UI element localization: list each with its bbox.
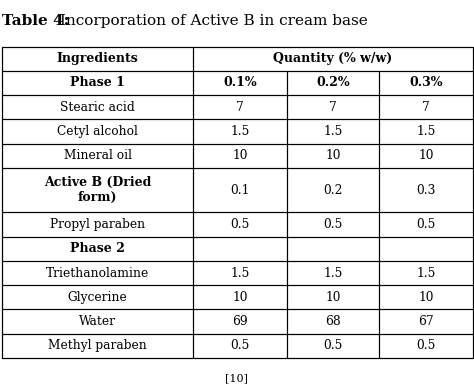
Bar bbox=[2, 71, 193, 95]
Bar bbox=[193, 285, 287, 310]
Text: 0.3: 0.3 bbox=[416, 184, 436, 197]
Text: Triethanolamine: Triethanolamine bbox=[46, 267, 149, 280]
Text: 7: 7 bbox=[329, 100, 337, 114]
Text: 69: 69 bbox=[232, 315, 248, 328]
Text: [10]: [10] bbox=[226, 373, 248, 383]
Text: Incorporation of Active B in cream base: Incorporation of Active B in cream base bbox=[55, 14, 367, 28]
Text: 10: 10 bbox=[325, 291, 341, 304]
Bar bbox=[193, 168, 287, 213]
Text: 1.5: 1.5 bbox=[323, 125, 343, 138]
Bar bbox=[2, 285, 193, 310]
Bar bbox=[379, 120, 473, 144]
Bar bbox=[2, 144, 193, 168]
Text: Active B (Dried
form): Active B (Dried form) bbox=[44, 176, 151, 204]
Text: 10: 10 bbox=[232, 291, 248, 304]
Bar bbox=[379, 71, 473, 95]
Bar bbox=[193, 144, 287, 168]
Bar bbox=[2, 47, 473, 358]
Bar bbox=[193, 237, 287, 261]
Bar bbox=[287, 237, 379, 261]
Text: Stearic acid: Stearic acid bbox=[60, 100, 135, 114]
Text: 10: 10 bbox=[418, 149, 434, 162]
Bar bbox=[379, 168, 473, 213]
Bar bbox=[193, 120, 287, 144]
Bar bbox=[193, 310, 287, 334]
Text: Ingredients: Ingredients bbox=[57, 52, 138, 65]
Text: Mineral oil: Mineral oil bbox=[64, 149, 132, 162]
Text: Propyl paraben: Propyl paraben bbox=[50, 218, 145, 231]
Text: 7: 7 bbox=[236, 100, 244, 114]
Text: 0.5: 0.5 bbox=[416, 339, 436, 352]
Text: 0.5: 0.5 bbox=[323, 218, 343, 231]
Text: 10: 10 bbox=[325, 149, 341, 162]
Bar bbox=[2, 310, 193, 334]
Text: Phase 1: Phase 1 bbox=[70, 76, 125, 90]
Bar bbox=[287, 95, 379, 120]
Bar bbox=[2, 334, 193, 358]
Text: 0.5: 0.5 bbox=[323, 339, 343, 352]
Bar bbox=[379, 237, 473, 261]
Text: 10: 10 bbox=[418, 291, 434, 304]
Text: 1.5: 1.5 bbox=[323, 267, 343, 280]
Bar bbox=[2, 120, 193, 144]
Bar bbox=[193, 95, 287, 120]
Bar bbox=[287, 168, 379, 213]
Bar bbox=[287, 71, 379, 95]
Bar bbox=[379, 95, 473, 120]
Bar bbox=[2, 47, 193, 71]
Bar bbox=[287, 120, 379, 144]
Bar bbox=[287, 213, 379, 237]
Bar bbox=[287, 144, 379, 168]
Bar bbox=[379, 334, 473, 358]
Bar bbox=[379, 144, 473, 168]
Text: 1.5: 1.5 bbox=[416, 267, 436, 280]
Text: Water: Water bbox=[79, 315, 116, 328]
Bar bbox=[2, 95, 193, 120]
Text: 0.5: 0.5 bbox=[416, 218, 436, 231]
Text: 68: 68 bbox=[325, 315, 341, 328]
Text: 0.1%: 0.1% bbox=[223, 76, 257, 90]
Text: 0.3%: 0.3% bbox=[409, 76, 443, 90]
Bar bbox=[2, 168, 193, 213]
Text: Phase 2: Phase 2 bbox=[70, 242, 125, 255]
Text: 0.5: 0.5 bbox=[230, 339, 250, 352]
Text: Quantity (% w/w): Quantity (% w/w) bbox=[273, 52, 392, 65]
Text: 1.5: 1.5 bbox=[230, 125, 250, 138]
Bar bbox=[379, 285, 473, 310]
Text: 1.5: 1.5 bbox=[416, 125, 436, 138]
Text: 0.1: 0.1 bbox=[230, 184, 250, 197]
Bar bbox=[2, 237, 193, 261]
Text: 0.2: 0.2 bbox=[323, 184, 343, 197]
Bar bbox=[193, 261, 287, 285]
Text: Cetyl alcohol: Cetyl alcohol bbox=[57, 125, 138, 138]
Bar bbox=[193, 334, 287, 358]
Text: Table 4:: Table 4: bbox=[2, 14, 70, 28]
Bar bbox=[2, 261, 193, 285]
Bar bbox=[193, 213, 287, 237]
Text: 0.5: 0.5 bbox=[230, 218, 250, 231]
Text: 1.5: 1.5 bbox=[230, 267, 250, 280]
Bar bbox=[2, 213, 193, 237]
Bar bbox=[287, 285, 379, 310]
Bar bbox=[379, 261, 473, 285]
Text: Methyl paraben: Methyl paraben bbox=[48, 339, 147, 352]
Bar bbox=[379, 310, 473, 334]
Text: 10: 10 bbox=[232, 149, 248, 162]
Bar bbox=[287, 261, 379, 285]
Bar bbox=[287, 334, 379, 358]
Text: Glycerine: Glycerine bbox=[68, 291, 128, 304]
Text: 0.2%: 0.2% bbox=[316, 76, 350, 90]
Bar bbox=[193, 47, 473, 71]
Text: 7: 7 bbox=[422, 100, 430, 114]
Bar bbox=[193, 71, 287, 95]
Bar bbox=[287, 310, 379, 334]
Bar bbox=[379, 213, 473, 237]
Text: 67: 67 bbox=[418, 315, 434, 328]
